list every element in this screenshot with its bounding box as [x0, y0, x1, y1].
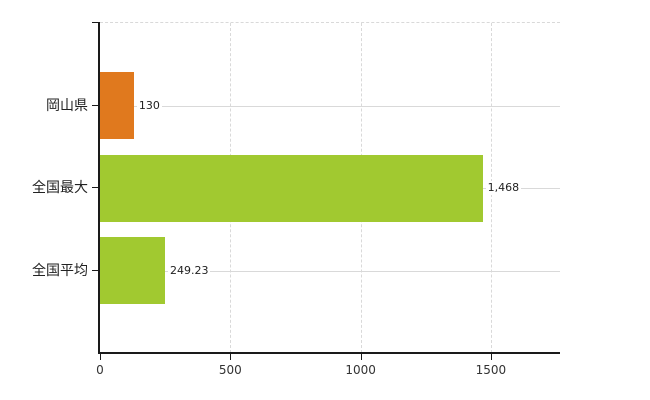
- category-label: 全国平均: [32, 262, 88, 279]
- x-axis-tick: [100, 354, 101, 360]
- x-axis-tick-label: 500: [218, 363, 242, 377]
- bar-value-label: 1,468: [485, 181, 522, 195]
- category-label: 全国最大: [32, 180, 88, 196]
- y-axis-line: [98, 22, 100, 352]
- x-axis-tick: [490, 354, 492, 360]
- gridline-horizontal: [100, 105, 560, 107]
- bar-岡山県: [100, 72, 134, 139]
- y-axis-tick: [92, 22, 98, 23]
- bar-value-label: 249.23: [167, 263, 211, 278]
- y-axis-tick: [92, 104, 98, 106]
- bar-全国最大: [100, 154, 483, 222]
- y-axis-tick: [92, 269, 98, 271]
- bar-value-label: 130: [136, 98, 162, 113]
- bar-全国平均: [100, 237, 165, 304]
- gridline-horizontal: [100, 270, 560, 272]
- x-axis-tick: [360, 354, 362, 360]
- x-axis-tick-label: 0: [96, 363, 104, 377]
- x-axis-tick-label: 1500: [475, 363, 507, 377]
- category-label: 岡山県: [46, 97, 88, 114]
- y-axis-tick: [92, 187, 98, 188]
- plot-area: 130 1,468 249.23: [100, 22, 560, 353]
- x-axis-tick-label: 1000: [345, 363, 376, 377]
- x-axis-tick: [230, 354, 232, 360]
- x-axis-line: [98, 352, 560, 354]
